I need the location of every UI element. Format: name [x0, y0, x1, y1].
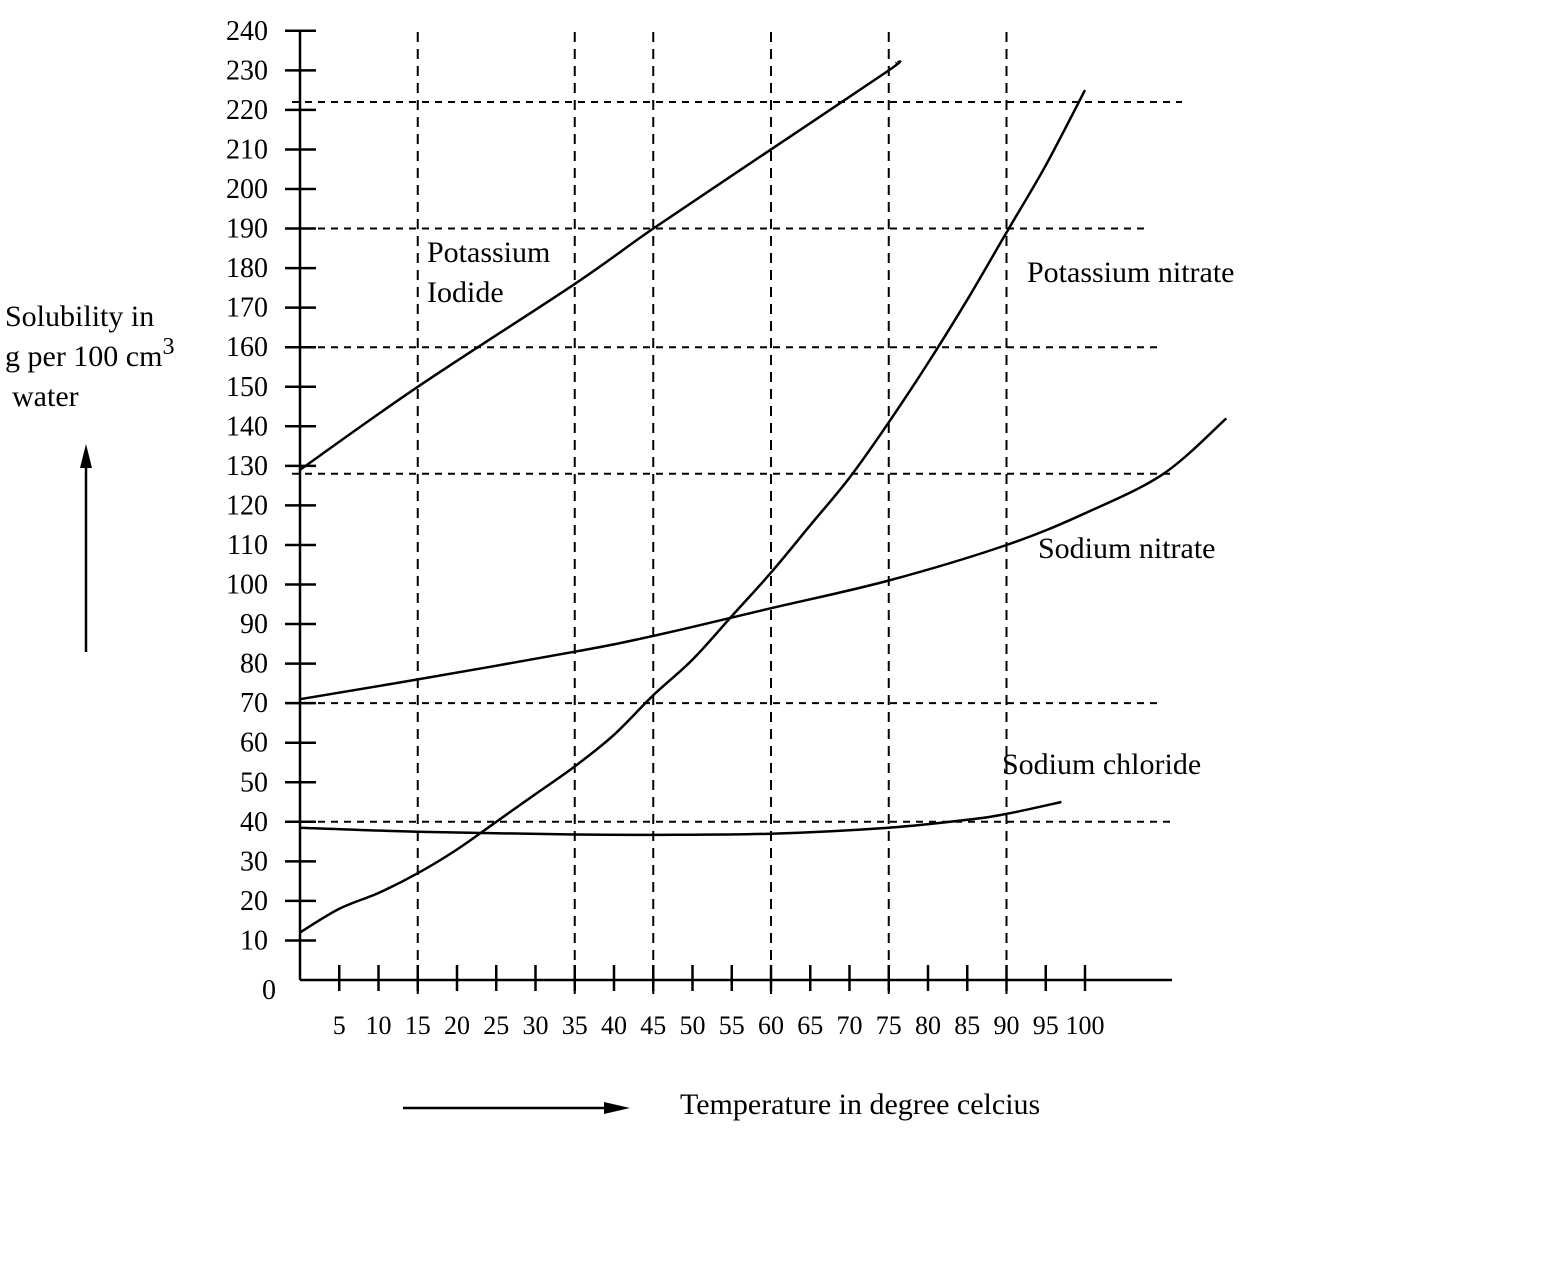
x-tick-label-80: 80 — [915, 1011, 941, 1040]
y-tick-label-40: 40 — [240, 807, 268, 838]
y-tick-label-120: 120 — [226, 490, 268, 521]
series-label-potassium-iodide-0: Potassium — [427, 236, 550, 269]
y-axis-title-line-1: Solubility in — [5, 300, 154, 333]
y-tick-label-130: 130 — [226, 451, 268, 482]
y-tick-label-110: 110 — [227, 530, 268, 561]
x-tick-label-15: 15 — [405, 1011, 431, 1040]
y-axis-title-line-2-text: g per 100 cm — [5, 340, 162, 373]
y-axis-title-line-2: g per 100 cm3 — [5, 334, 174, 373]
x-tick-label-5: 5 — [333, 1011, 346, 1040]
series-line-potassium-iodide — [299, 60, 902, 471]
y-axis-arrow-head — [80, 444, 92, 468]
y-tick-label-180: 180 — [226, 253, 268, 284]
y-tick-label-20: 20 — [240, 886, 268, 917]
x-axis-arrow-head — [604, 1102, 630, 1114]
y-tick-label-240: 240 — [226, 16, 268, 47]
y-tick-label-150: 150 — [226, 372, 268, 403]
series-label-sodium-chloride-0: Sodium chloride — [1002, 748, 1201, 781]
y-tick-label-100: 100 — [226, 570, 268, 601]
y-tick-label-50: 50 — [240, 767, 268, 798]
x-tick-label-85: 85 — [954, 1011, 980, 1040]
x-tick-label-10: 10 — [366, 1011, 392, 1040]
x-tick-label-55: 55 — [719, 1011, 745, 1040]
y-tick-label-70: 70 — [240, 688, 268, 719]
y-tick-label-80: 80 — [240, 649, 268, 680]
x-tick-label-100: 100 — [1066, 1011, 1105, 1040]
x-axis-title: Temperature in degree celcius — [680, 1088, 1040, 1121]
ticks: 1020304050607080901001101201301401501601… — [226, 16, 1105, 1040]
series-label-sodium-nitrate-0: Sodium nitrate — [1038, 532, 1215, 565]
x-tick-label-25: 25 — [483, 1011, 509, 1040]
series-label-potassium-nitrate-0: Potassium nitrate — [1027, 256, 1234, 289]
series-line-sodium-nitrate — [299, 417, 1228, 701]
x-tick-label-30: 30 — [523, 1011, 549, 1040]
x-tick-label-75: 75 — [876, 1011, 902, 1040]
y-tick-label-60: 60 — [240, 728, 268, 759]
y-tick-label-230: 230 — [226, 55, 268, 86]
y-tick-label-200: 200 — [226, 174, 268, 205]
x-tick-label-60: 60 — [758, 1011, 784, 1040]
y-tick-label-210: 210 — [226, 134, 268, 165]
y-tick-label-160: 160 — [226, 332, 268, 363]
x-tick-label-45: 45 — [640, 1011, 666, 1040]
x-tick-label-50: 50 — [680, 1011, 706, 1040]
grid — [292, 32, 1182, 995]
series-line-potassium-nitrate — [299, 89, 1087, 934]
x-tick-label-90: 90 — [994, 1011, 1020, 1040]
y-tick-label-170: 170 — [226, 293, 268, 324]
x-tick-label-20: 20 — [444, 1011, 470, 1040]
series-labels: Potassium Iodide Potassium nitrate Sodium n… — [427, 236, 1234, 781]
y-tick-label-30: 30 — [240, 846, 268, 877]
y-tick-label-90: 90 — [240, 609, 268, 640]
y-tick-label-140: 140 — [226, 411, 268, 442]
x-tick-label-70: 70 — [837, 1011, 863, 1040]
origin-label: 0 — [262, 975, 276, 1006]
x-tick-label-35: 35 — [562, 1011, 588, 1040]
y-tick-label-190: 190 — [226, 214, 268, 245]
y-tick-label-10: 10 — [240, 925, 268, 956]
y-axis-title-line-3: water — [12, 380, 79, 413]
y-tick-label-220: 220 — [226, 95, 268, 126]
x-tick-label-95: 95 — [1033, 1011, 1059, 1040]
series-lines — [299, 60, 1228, 934]
series-line-sodium-chloride — [299, 800, 1062, 837]
x-tick-label-65: 65 — [797, 1011, 823, 1040]
x-tick-label-40: 40 — [601, 1011, 627, 1040]
y-axis-title-superscript: 3 — [162, 334, 174, 360]
series-label-potassium-iodide-1: Iodide — [427, 276, 504, 309]
